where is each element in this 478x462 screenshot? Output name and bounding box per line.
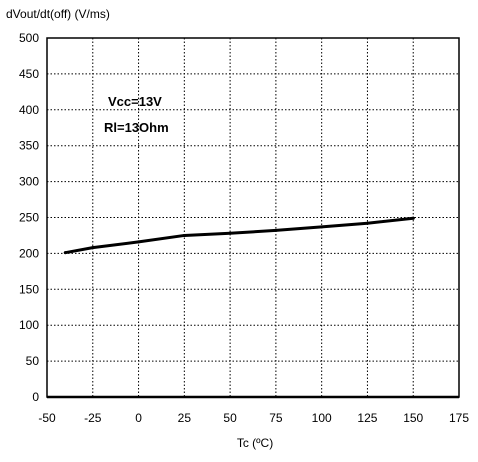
x-tick-labels: -50 -25 0 25 50 75 100 125 150 175 bbox=[38, 411, 469, 425]
y-tick-label: 400 bbox=[19, 103, 39, 117]
data-point bbox=[182, 233, 186, 237]
y-tick-label: 50 bbox=[26, 354, 40, 368]
x-tick-label: 175 bbox=[449, 411, 469, 425]
data-point bbox=[137, 240, 141, 244]
x-tick-label: 100 bbox=[312, 411, 332, 425]
y-tick-label: 250 bbox=[19, 211, 39, 225]
x-tick-label: 75 bbox=[269, 411, 283, 425]
x-axis-title: Tc (ºC) bbox=[237, 436, 273, 450]
data-points bbox=[63, 216, 415, 255]
y-tick-label: 450 bbox=[19, 67, 39, 81]
y-tick-label: 350 bbox=[19, 139, 39, 153]
series-line bbox=[63, 216, 415, 255]
y-tick-label: 0 bbox=[32, 390, 39, 404]
y-tick-label: 100 bbox=[19, 318, 39, 332]
data-point bbox=[411, 216, 415, 220]
x-tick-label: 25 bbox=[178, 411, 192, 425]
data-point bbox=[365, 221, 369, 225]
x-tick-label: -50 bbox=[38, 411, 56, 425]
data-point bbox=[274, 228, 278, 232]
x-tick-label: 150 bbox=[403, 411, 423, 425]
data-point bbox=[91, 246, 95, 250]
y-axis-title: dVout/dt(off) (V/ms) bbox=[6, 7, 110, 21]
data-point bbox=[63, 251, 67, 255]
x-tick-label: 125 bbox=[357, 411, 377, 425]
x-tick-label: 0 bbox=[135, 411, 142, 425]
annotation-vcc: Vcc=13V bbox=[108, 94, 162, 109]
y-tick-labels: 0 50 100 150 200 250 300 350 400 450 500 bbox=[19, 31, 39, 404]
x-tick-label: 50 bbox=[223, 411, 237, 425]
x-tick-label: -25 bbox=[84, 411, 102, 425]
annotation-rl: Rl=13Ohm bbox=[104, 120, 169, 135]
y-tick-label: 300 bbox=[19, 175, 39, 189]
y-tick-label: 200 bbox=[19, 246, 39, 260]
plot-frame bbox=[46, 37, 460, 398]
y-tick-label: 500 bbox=[19, 31, 39, 45]
data-point bbox=[228, 231, 232, 235]
grid bbox=[47, 38, 459, 399]
y-tick-label: 150 bbox=[19, 282, 39, 296]
data-point bbox=[320, 225, 324, 229]
